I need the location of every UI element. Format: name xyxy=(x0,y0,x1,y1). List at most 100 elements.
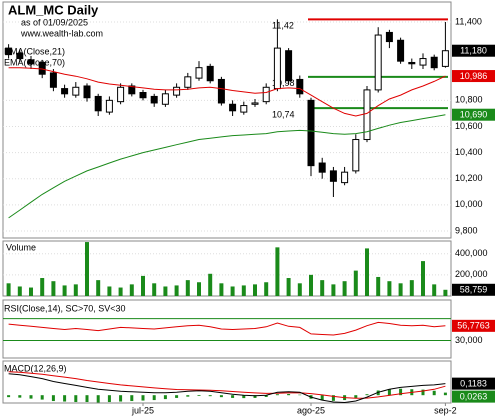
legend-entry: EMA(Close,21) xyxy=(4,46,65,56)
histogram-bar xyxy=(264,395,268,397)
candle-body xyxy=(262,86,270,103)
volume-bar xyxy=(387,281,392,296)
panel-title: Volume xyxy=(6,242,36,252)
volume-bar xyxy=(141,275,145,296)
candle-body xyxy=(128,85,136,95)
x-tick-label: ago-25 xyxy=(297,405,325,415)
volume-bar xyxy=(342,281,347,296)
value-box xyxy=(452,70,495,83)
candle-body xyxy=(139,92,147,99)
source: www.wealth-lab.com xyxy=(20,28,103,38)
histogram-bar xyxy=(231,395,235,398)
panel xyxy=(2,360,452,404)
histogram-bar xyxy=(387,389,391,396)
volume-bar xyxy=(6,283,11,296)
volume-bar xyxy=(85,242,89,296)
y-tick-label: 400,000 xyxy=(455,248,488,258)
candle-body xyxy=(397,39,405,62)
candle-body xyxy=(117,86,125,103)
histogram-bar xyxy=(432,390,436,396)
legend-entry: EMA(Close,70) xyxy=(4,57,65,67)
value-box xyxy=(452,44,495,57)
value-box xyxy=(452,390,495,403)
candle-body xyxy=(329,170,337,182)
rsi-line xyxy=(8,321,446,336)
panel xyxy=(2,299,452,359)
volume-bar xyxy=(353,270,358,296)
candle-body xyxy=(217,78,225,104)
histogram-bar xyxy=(18,395,22,398)
histogram-bar xyxy=(51,395,55,402)
histogram-bar xyxy=(399,388,403,396)
volume-bar xyxy=(398,283,403,296)
histogram-bar xyxy=(85,395,89,403)
histogram-bar xyxy=(354,395,358,398)
volume-bar xyxy=(118,287,123,296)
candle-body xyxy=(61,88,69,95)
histogram-bar xyxy=(421,389,425,396)
volume-bar xyxy=(409,280,414,296)
candle-body xyxy=(441,50,449,67)
volume-bar xyxy=(107,286,112,296)
candle-body xyxy=(184,76,192,88)
y-tick-label: 10,600 xyxy=(455,121,483,131)
candle-body xyxy=(49,72,57,88)
histogram-bar xyxy=(197,395,201,396)
y-tick-label: 10,200 xyxy=(455,173,483,183)
histogram-bar xyxy=(29,395,33,399)
histogram-bar xyxy=(331,395,335,401)
histogram-bar xyxy=(242,395,246,399)
candle-body xyxy=(273,47,281,90)
panel xyxy=(2,1,452,239)
histogram-bar xyxy=(119,395,123,402)
value-box-label: 10,986 xyxy=(460,71,488,81)
candle-body xyxy=(430,56,438,69)
candle-body xyxy=(72,86,80,96)
value-box xyxy=(452,319,495,332)
candle-body xyxy=(229,103,237,112)
panel-title: RSI(Close,14), SC>70, SV<30 xyxy=(4,303,126,313)
volume-bar xyxy=(432,284,437,296)
value-box-label: 0,0263 xyxy=(460,391,488,401)
candle-body xyxy=(38,61,46,75)
volume-bar xyxy=(17,286,22,296)
histogram-bar xyxy=(107,395,111,403)
value-box xyxy=(452,377,495,390)
histogram-bar xyxy=(275,394,279,396)
histogram-bar xyxy=(130,395,134,402)
histogram-bar xyxy=(365,394,369,396)
volume-bar xyxy=(152,283,157,296)
chart-title: ALM_MC Daily xyxy=(8,2,99,17)
volume-bar xyxy=(62,285,67,296)
panel-title: MACD(12,26,9) xyxy=(4,363,67,373)
value-box xyxy=(452,108,495,121)
volume-bar xyxy=(241,285,246,296)
histogram-bar xyxy=(63,395,67,402)
histogram-bar xyxy=(40,395,44,400)
histogram-bar xyxy=(320,395,324,401)
panel xyxy=(2,240,452,297)
candle-body xyxy=(5,47,13,56)
volume-bar xyxy=(320,280,325,296)
y-tick-label: 200,000 xyxy=(455,269,488,279)
level-label: 10,98 xyxy=(272,78,295,88)
x-tick-label: sep-2 xyxy=(434,405,457,415)
candle-body xyxy=(150,95,158,104)
candle-body xyxy=(161,93,169,105)
volume-bar xyxy=(230,286,235,296)
candle-body xyxy=(408,61,416,65)
candle-body xyxy=(285,50,293,82)
histogram-bar xyxy=(141,395,145,401)
y-tick-label: 10,800 xyxy=(455,95,483,105)
volume-bar xyxy=(96,280,101,296)
subtitle: as of 01/09/2025 xyxy=(21,17,88,27)
histogram-bar xyxy=(175,395,179,398)
histogram-bar xyxy=(96,395,100,403)
candle-body xyxy=(251,102,259,105)
candle-body xyxy=(105,99,113,113)
volume-bar xyxy=(331,284,336,296)
histogram-bar xyxy=(186,395,190,397)
volume-bar xyxy=(208,273,213,296)
histogram-bar xyxy=(152,395,156,401)
